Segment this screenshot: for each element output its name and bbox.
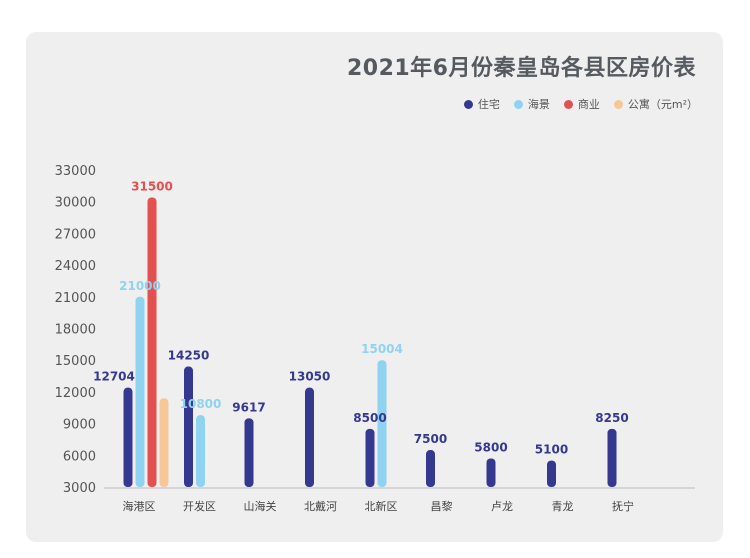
- data-label: 13050: [289, 370, 331, 384]
- x-tick-label: 昌黎: [431, 499, 453, 513]
- bar: [547, 460, 556, 487]
- y-tick-label: 6000: [63, 449, 96, 464]
- legend-item: 公寓（元m²）: [613, 96, 698, 112]
- x-tick-label: 开发区: [183, 499, 216, 513]
- x-tick-label: 山海关: [244, 499, 277, 513]
- y-tick-label: 24000: [55, 259, 96, 274]
- data-label: 21000: [119, 279, 161, 293]
- x-tick-label: 抚宁: [612, 499, 634, 513]
- data-label: 31500: [131, 179, 173, 193]
- y-tick-label: 3000: [63, 481, 96, 496]
- data-label: 12704: [93, 370, 135, 384]
- bar: [147, 197, 157, 487]
- legend-swatch: [513, 99, 523, 109]
- data-label: 9617: [232, 400, 265, 414]
- data-label: 10800: [180, 397, 222, 411]
- bar: [184, 366, 193, 487]
- y-tick-label: 21000: [55, 291, 96, 306]
- x-tick-label: 卢龙: [491, 500, 513, 513]
- data-label: 7500: [414, 432, 447, 446]
- x-tick-label: 北新区: [365, 499, 398, 513]
- data-label: 5100: [535, 443, 568, 457]
- data-label: 5800: [474, 440, 507, 454]
- bar: [426, 450, 435, 487]
- x-tick-label: 青龙: [552, 500, 574, 513]
- legend-swatch: [613, 99, 623, 109]
- chart-title: 2021年6月份秦皇岛各县区房价表: [346, 56, 696, 81]
- legend-label: 海景: [527, 98, 550, 111]
- legend: 住宅 海景 商业 公寓（元m²）: [463, 96, 698, 112]
- data-label: 14250: [168, 349, 210, 363]
- data-label: 8500: [353, 411, 386, 425]
- x-tick-label: 海港区: [123, 499, 156, 513]
- legend-label: 住宅: [477, 98, 500, 111]
- bar: [607, 428, 617, 487]
- bar: [305, 387, 314, 487]
- data-label: 15004: [361, 342, 403, 356]
- bar: [377, 360, 387, 487]
- x-tick-label: 北戴河: [304, 499, 337, 513]
- legend-item: 商业: [563, 96, 600, 112]
- legend-label: 商业: [577, 98, 600, 111]
- legend-label: 公寓（元m²）: [627, 98, 698, 111]
- bar: [486, 458, 496, 487]
- legend-swatch: [563, 99, 573, 109]
- y-tick-label: 27000: [55, 227, 96, 242]
- bar: [123, 387, 133, 487]
- y-tick-label: 33000: [55, 164, 96, 179]
- y-tick-label: 12000: [55, 386, 96, 401]
- bar: [244, 418, 254, 487]
- legend-item: 海景: [513, 96, 550, 112]
- y-tick-label: 18000: [55, 323, 96, 338]
- bar: [365, 428, 375, 487]
- y-tick-label: 30000: [55, 196, 96, 211]
- y-tick-label: 9000: [63, 418, 96, 433]
- bar: [196, 415, 205, 487]
- bar: [159, 398, 169, 487]
- bar: [135, 296, 145, 487]
- legend-swatch: [463, 99, 473, 109]
- legend-item: 住宅: [463, 96, 500, 112]
- y-tick-label: 15000: [55, 354, 96, 369]
- data-label: 8250: [595, 411, 628, 425]
